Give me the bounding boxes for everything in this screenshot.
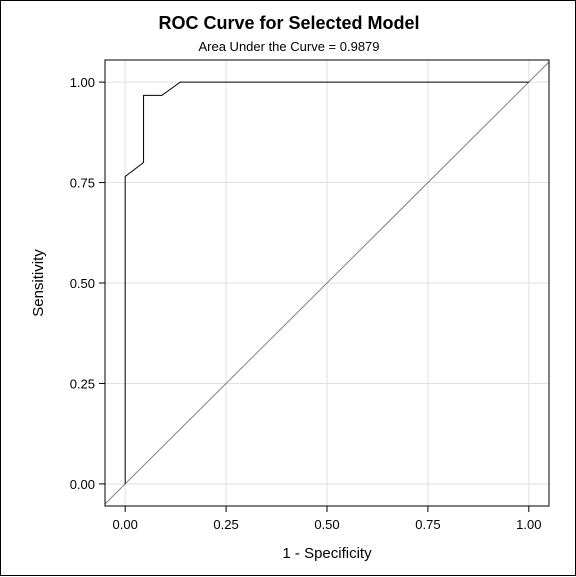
roc-curve-group [124, 81, 529, 484]
y-tick-label: 0.00 [70, 477, 95, 492]
roc-curve-line [124, 81, 529, 484]
x-tick-label: 0.75 [415, 517, 440, 532]
chart-subtitle: Area Under the Curve = 0.9879 [198, 39, 380, 54]
y-axis-label: Sensitivity [30, 249, 47, 317]
x-tick-label: 0.25 [213, 517, 238, 532]
chart-title: ROC Curve for Selected Model [158, 13, 420, 33]
y-axis-ticks: 0.00 0.25 0.50 0.75 1.00 [70, 75, 105, 492]
y-tick-label: 0.50 [70, 276, 95, 291]
reference-line-group [104, 61, 550, 505]
y-tick-label: 0.25 [70, 376, 95, 391]
x-tick-label: 0.50 [314, 517, 339, 532]
x-axis-label: 1 - Specificity [282, 545, 372, 562]
reference-diagonal-line [104, 61, 550, 505]
x-tick-label: 1.00 [516, 517, 541, 532]
y-tick-label: 0.75 [70, 176, 95, 191]
y-tick-label: 1.00 [70, 75, 95, 90]
x-tick-label: 0.00 [113, 517, 138, 532]
x-axis-ticks: 0.00 0.25 0.50 0.75 1.00 [113, 506, 541, 532]
